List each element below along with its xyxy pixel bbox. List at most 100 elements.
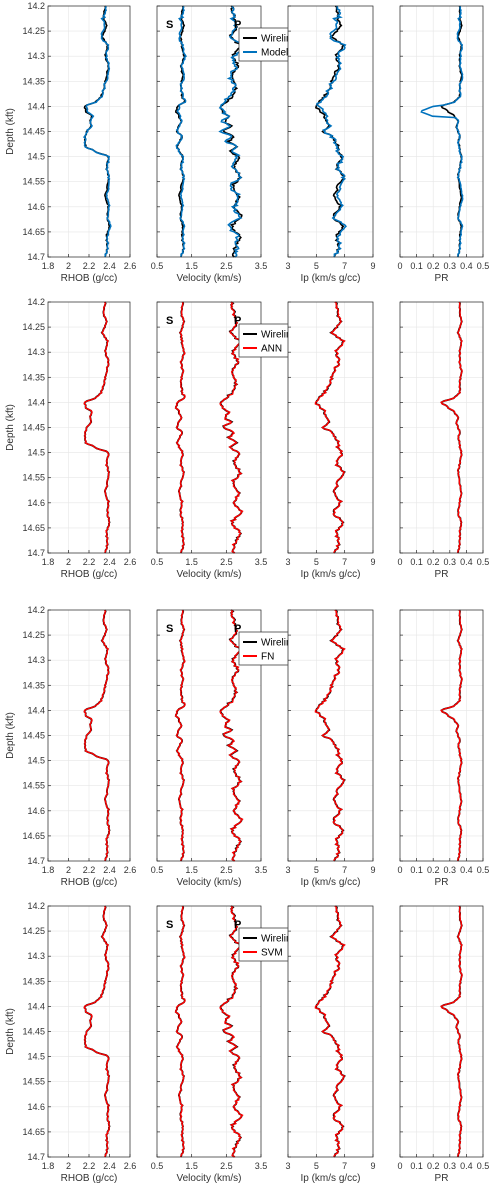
x-tick-label: 7 <box>342 557 347 567</box>
series-annotation-s: S <box>166 19 173 31</box>
x-tick-label: 7 <box>342 261 347 271</box>
y-tick-label: 14.3 <box>27 655 45 665</box>
series-annotation-p: P <box>234 623 241 635</box>
x-tick-label: 1.8 <box>42 261 55 271</box>
y-tick-label: 14.35 <box>22 976 45 986</box>
x-tick-label: 2.6 <box>124 557 137 567</box>
x-axis-label: Velocity (km/s) <box>176 1173 241 1184</box>
y-tick-label: 14.45 <box>22 1027 45 1037</box>
x-tick-label: 3 <box>285 865 290 875</box>
panel-pr: 0 0.1 0.2 0.3 0.4 0.5 PR <box>397 301 490 580</box>
y-tick-label: 14.6 <box>27 202 45 212</box>
series-rhob-wireline <box>83 5 111 258</box>
x-tick-label: 2.6 <box>124 1161 137 1171</box>
x-tick-label: 2.4 <box>103 1161 116 1171</box>
y-tick-label: 14.4 <box>27 705 45 715</box>
x-axis-label: Ip (km/s g/cc) <box>300 569 360 580</box>
series-vs-predicted <box>174 905 186 1158</box>
series-pr-predicted <box>440 905 463 1158</box>
y-tick-label: 14.7 <box>27 252 45 262</box>
x-tick-label: 1.8 <box>42 1161 55 1171</box>
x-tick-label: 0.5 <box>477 557 490 567</box>
x-tick-label: 2 <box>66 557 71 567</box>
y-tick-label: 14.2 <box>27 605 45 615</box>
panel-velocity: 0.5 1.5 2.5 3.5 Velocity (km/s) S P Wireline SVM <box>151 905 311 1184</box>
x-tick-label: 1.5 <box>185 261 198 271</box>
panel-rhob: 1.8 2 2.2 2.4 2.6 RHOB (g/cc) 14.2 14.25 14.3 14.… <box>22 297 136 580</box>
x-tick-label: 3.5 <box>255 1161 268 1171</box>
x-tick-label: 0.3 <box>444 261 457 271</box>
series-pr-predicted <box>440 301 463 554</box>
x-axis-label: Velocity (km/s) <box>176 569 241 580</box>
x-tick-label: 0.3 <box>444 1161 457 1171</box>
x-tick-label: 0 <box>397 865 402 875</box>
y-tick-label: 14.45 <box>22 731 45 741</box>
panel-pr: 0 0.1 0.2 0.3 0.4 0.5 PR <box>397 5 489 284</box>
series-annotation-p: P <box>234 315 241 327</box>
panel-velocity: 0.5 1.5 2.5 3.5 Velocity (km/s) S P Wireline ANN <box>151 301 311 580</box>
x-tick-label: 9 <box>370 261 375 271</box>
y-tick-label: 14.65 <box>22 831 45 841</box>
x-tick-label: 0.4 <box>460 865 473 875</box>
x-tick-label: 2 <box>66 1161 71 1171</box>
panel-velocity: 0.5 1.5 2.5 3.5 Velocity (km/s) S P Wireline FN <box>151 609 311 888</box>
panel-velocity: 0.5 1.5 2.5 3.5 Velocity (km/s) S P Wireline Mod… <box>151 5 311 284</box>
legend-label: SVM <box>261 948 283 959</box>
panel-rhob: 1.8 2 2.2 2.4 2.6 RHOB (g/cc) 14.2 14.25 14.3 14.… <box>22 901 136 1184</box>
legend-label: ANN <box>261 344 282 355</box>
series-ip-wireline <box>314 5 346 258</box>
x-tick-label: 0.2 <box>427 557 440 567</box>
panel-pr: 0 0.1 0.2 0.3 0.4 0.5 PR <box>397 905 489 1184</box>
y-tick-label: 14.65 <box>22 227 45 237</box>
x-tick-label: 2.5 <box>220 557 233 567</box>
legend-label: Wireline <box>261 330 298 341</box>
x-axis-label: Velocity (km/s) <box>176 273 241 284</box>
y-tick-label: 14.25 <box>22 630 45 640</box>
x-tick-label: 0.2 <box>427 261 440 271</box>
series-annotation-s: S <box>166 623 173 635</box>
x-tick-label: 2.2 <box>83 261 96 271</box>
x-tick-label: 0.2 <box>427 865 440 875</box>
x-tick-label: 0 <box>397 1161 402 1171</box>
y-axis-label: Depth (kft) <box>5 404 16 451</box>
y-tick-label: 14.55 <box>22 177 45 187</box>
x-tick-label: 5 <box>314 261 319 271</box>
x-tick-label: 2.5 <box>220 261 233 271</box>
x-tick-label: 2.5 <box>220 1161 233 1171</box>
x-tick-label: 0.1 <box>410 865 423 875</box>
panel-ip: 3 5 7 9 Ip (km/s g/cc) <box>285 609 376 888</box>
y-tick-label: 14.3 <box>27 51 45 61</box>
y-tick-label: 14.35 <box>22 372 45 382</box>
series-ip-predicted <box>314 609 346 862</box>
y-tick-label: 14.2 <box>27 901 45 911</box>
y-tick-label: 14.55 <box>22 473 45 483</box>
x-tick-label: 2.2 <box>83 865 96 875</box>
x-tick-label: 0.4 <box>460 557 473 567</box>
y-tick-label: 14.35 <box>22 76 45 86</box>
x-tick-label: 0.1 <box>410 1161 423 1171</box>
y-tick-label: 14.6 <box>27 1102 45 1112</box>
y-tick-label: 14.6 <box>27 806 45 816</box>
y-tick-label: 14.5 <box>27 1052 45 1062</box>
x-tick-label: 1.5 <box>185 557 198 567</box>
y-tick-label: 14.5 <box>27 756 45 766</box>
series-rhob-predicted <box>83 301 111 554</box>
series-ip-predicted <box>316 5 347 258</box>
legend-label: FN <box>261 652 274 663</box>
x-tick-label: 2.6 <box>124 261 137 271</box>
series-rhob-predicted <box>83 905 111 1158</box>
x-tick-label: 0.1 <box>410 557 423 567</box>
x-tick-label: 3.5 <box>255 865 268 875</box>
y-tick-label: 14.25 <box>22 926 45 936</box>
legend-label: Wireline <box>261 934 298 945</box>
y-tick-label: 14.65 <box>22 1127 45 1137</box>
legend-label: Wireline <box>261 34 298 45</box>
x-tick-label: 2.4 <box>103 865 116 875</box>
y-axis-label: Depth (kft) <box>5 108 16 155</box>
y-tick-label: 14.2 <box>27 1 45 11</box>
x-axis-label: RHOB (g/cc) <box>61 569 118 580</box>
y-tick-label: 14.25 <box>22 26 45 36</box>
x-axis-label: RHOB (g/cc) <box>61 1173 118 1184</box>
